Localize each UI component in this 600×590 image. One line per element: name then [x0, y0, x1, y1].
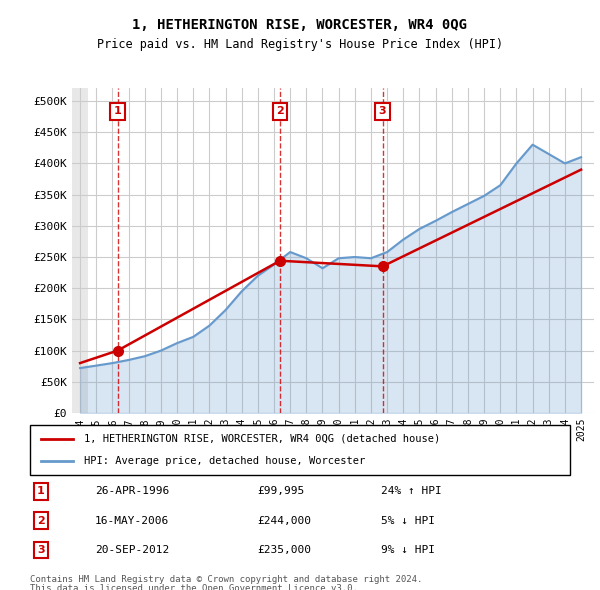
Text: 3: 3: [379, 106, 386, 116]
Text: 26-APR-1996: 26-APR-1996: [95, 486, 169, 496]
Text: HPI: Average price, detached house, Worcester: HPI: Average price, detached house, Worc…: [84, 456, 365, 466]
Text: 5% ↓ HPI: 5% ↓ HPI: [381, 516, 435, 526]
Text: 2: 2: [37, 516, 44, 526]
Text: 20-SEP-2012: 20-SEP-2012: [95, 545, 169, 555]
Text: 9% ↓ HPI: 9% ↓ HPI: [381, 545, 435, 555]
Text: Price paid vs. HM Land Registry's House Price Index (HPI): Price paid vs. HM Land Registry's House …: [97, 38, 503, 51]
Text: 2: 2: [276, 106, 284, 116]
Text: £235,000: £235,000: [257, 545, 311, 555]
Text: This data is licensed under the Open Government Licence v3.0.: This data is licensed under the Open Gov…: [30, 584, 358, 590]
Text: 1, HETHERINGTON RISE, WORCESTER, WR4 0QG (detached house): 1, HETHERINGTON RISE, WORCESTER, WR4 0QG…: [84, 434, 440, 444]
Text: 24% ↑ HPI: 24% ↑ HPI: [381, 486, 442, 496]
FancyBboxPatch shape: [30, 425, 570, 475]
Text: £99,995: £99,995: [257, 486, 304, 496]
Text: 16-MAY-2006: 16-MAY-2006: [95, 516, 169, 526]
Bar: [72, 88, 88, 413]
Text: 1: 1: [113, 106, 121, 116]
Text: 1: 1: [37, 486, 44, 496]
Text: £244,000: £244,000: [257, 516, 311, 526]
Text: Contains HM Land Registry data © Crown copyright and database right 2024.: Contains HM Land Registry data © Crown c…: [30, 575, 422, 584]
Text: 3: 3: [37, 545, 44, 555]
Text: 1, HETHERINGTON RISE, WORCESTER, WR4 0QG: 1, HETHERINGTON RISE, WORCESTER, WR4 0QG: [133, 18, 467, 32]
